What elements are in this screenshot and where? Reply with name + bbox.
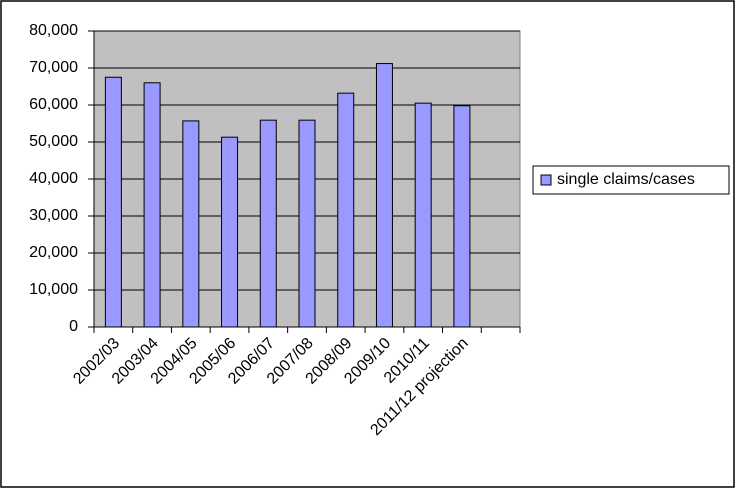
y-tick-label: 50,000	[29, 133, 78, 150]
bar	[453, 105, 471, 328]
bar	[182, 120, 200, 328]
y-tick-label: 20,000	[29, 244, 78, 261]
legend-box	[532, 165, 730, 195]
legend-swatch	[540, 174, 552, 186]
bar	[375, 63, 393, 328]
bar	[104, 76, 122, 328]
y-tick-label: 30,000	[29, 207, 78, 224]
y-tick-label: 0	[69, 318, 78, 335]
y-tick-label: 10,000	[29, 281, 78, 298]
bar	[298, 119, 316, 328]
bar	[337, 92, 355, 328]
legend-label: single claims/cases	[557, 171, 695, 188]
bar	[259, 119, 277, 328]
bar	[414, 102, 432, 328]
bar	[143, 82, 161, 328]
y-tick-label: 70,000	[29, 59, 78, 76]
y-tick-label: 60,000	[29, 96, 78, 113]
bar	[221, 136, 239, 328]
y-tick-label: 80,000	[29, 22, 78, 39]
y-tick-label: 40,000	[29, 170, 78, 187]
